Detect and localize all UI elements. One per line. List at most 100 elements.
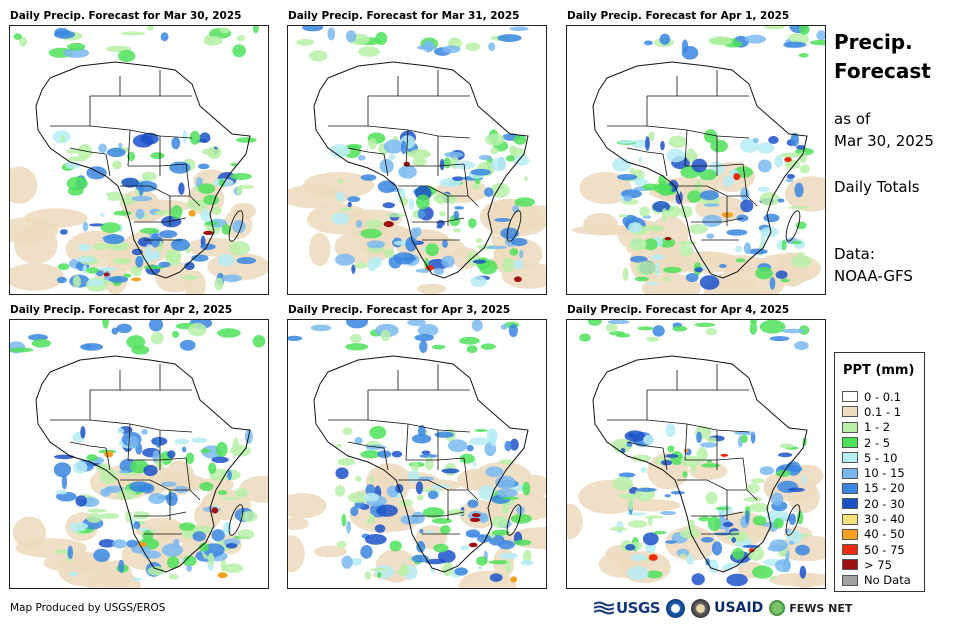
rain-cell	[726, 229, 748, 236]
rain-cell	[141, 429, 148, 435]
country-border	[626, 441, 664, 449]
rain-cell	[211, 456, 229, 464]
precip-map-svg-4	[10, 320, 268, 588]
legend-item: 30 - 40	[842, 511, 911, 526]
rain-cell	[763, 26, 785, 30]
rain-cell	[514, 539, 532, 546]
rain-cell	[212, 205, 222, 216]
rain-cell	[99, 469, 118, 485]
rain-cell	[635, 261, 657, 276]
data-source: NOAA-GFS	[834, 267, 913, 285]
rain-cell	[496, 488, 518, 498]
rain-cell	[509, 26, 529, 32]
dry-area	[579, 171, 632, 205]
rain-cell	[200, 209, 211, 222]
rain-cell	[170, 238, 190, 252]
rain-cell	[125, 510, 132, 523]
rain-cell	[628, 432, 635, 439]
rain-cell	[346, 520, 351, 534]
country-border	[405, 129, 409, 167]
as-of-date: Mar 30, 2025	[834, 132, 934, 150]
dry-area	[763, 473, 789, 501]
heavy-rain-cell	[403, 161, 410, 167]
rain-cell	[53, 462, 72, 478]
dry-area	[15, 538, 88, 558]
rain-cell	[179, 339, 196, 351]
rain-cell	[453, 210, 460, 220]
rain-cell	[123, 273, 132, 278]
logo-strip: USGS USAID FEWS NET	[594, 597, 852, 619]
country-border	[69, 147, 107, 155]
rain-cell	[781, 239, 787, 251]
rain-cell	[377, 180, 397, 194]
rain-cell	[646, 336, 660, 343]
rain-cell	[19, 36, 28, 47]
rain-cell	[796, 144, 806, 150]
rain-cell	[740, 199, 754, 213]
rain-cell	[103, 234, 125, 245]
daily-totals-label: Daily Totals	[834, 178, 920, 196]
rain-cell	[416, 194, 430, 210]
rain-cell	[688, 223, 708, 234]
rain-cell	[221, 224, 232, 235]
country-border	[662, 153, 668, 177]
dry-area	[768, 572, 825, 587]
rain-cell	[489, 573, 503, 582]
rain-cell	[182, 275, 199, 280]
rain-cell	[236, 186, 243, 196]
rain-cell	[618, 214, 628, 218]
rain-cell	[788, 513, 797, 526]
rain-cell	[660, 459, 673, 466]
rain-cell	[699, 190, 720, 201]
rain-cell	[436, 220, 446, 227]
rain-cell	[86, 512, 103, 523]
rain-cell	[484, 133, 505, 146]
heavy-rain-cell	[188, 209, 196, 217]
rain-cell	[775, 270, 788, 279]
rain-cell	[744, 34, 767, 44]
dry-area	[417, 283, 447, 294]
rain-cell	[373, 256, 382, 268]
country-border	[398, 479, 468, 491]
rain-cell	[721, 564, 734, 572]
rain-cell	[453, 228, 461, 233]
panel-title-5: Daily Precip. Forecast for Apr 3, 2025	[288, 304, 511, 316]
rain-cell	[611, 157, 631, 172]
rain-cell	[760, 232, 766, 248]
rain-cell	[466, 444, 474, 452]
rain-cell	[120, 31, 146, 36]
rain-cell	[476, 556, 488, 566]
rain-cell	[745, 510, 750, 524]
rain-cell	[75, 256, 96, 263]
rain-cell	[237, 184, 254, 190]
precip-map-svg-1	[10, 26, 268, 294]
rain-cell	[630, 139, 650, 149]
rain-cell	[519, 250, 524, 259]
rain-cell	[334, 485, 346, 497]
rain-cell	[612, 476, 634, 492]
rain-cell	[417, 208, 425, 219]
rain-cell	[778, 464, 799, 471]
rain-cell	[799, 565, 807, 579]
rain-cell	[236, 137, 257, 143]
map-credit: Map Produced by USGS/EROS	[10, 602, 166, 614]
rain-cell	[214, 277, 224, 291]
rain-cell	[475, 178, 481, 185]
country-border	[406, 457, 465, 461]
rain-cell	[510, 513, 532, 524]
rain-cell	[106, 191, 123, 198]
rain-cell	[622, 267, 629, 281]
rain-cell	[203, 35, 223, 46]
rain-cell	[131, 265, 142, 277]
usgs-logo: USGS	[594, 599, 661, 617]
rain-cell	[663, 266, 682, 274]
rain-cell	[337, 457, 356, 466]
rain-cell	[220, 496, 239, 500]
rain-cell	[618, 493, 639, 499]
rain-cell	[221, 274, 242, 283]
rain-cell	[743, 242, 752, 255]
country-border	[691, 217, 744, 223]
rain-cell	[625, 543, 636, 551]
rain-cell	[468, 218, 477, 229]
rain-cell	[647, 515, 653, 527]
